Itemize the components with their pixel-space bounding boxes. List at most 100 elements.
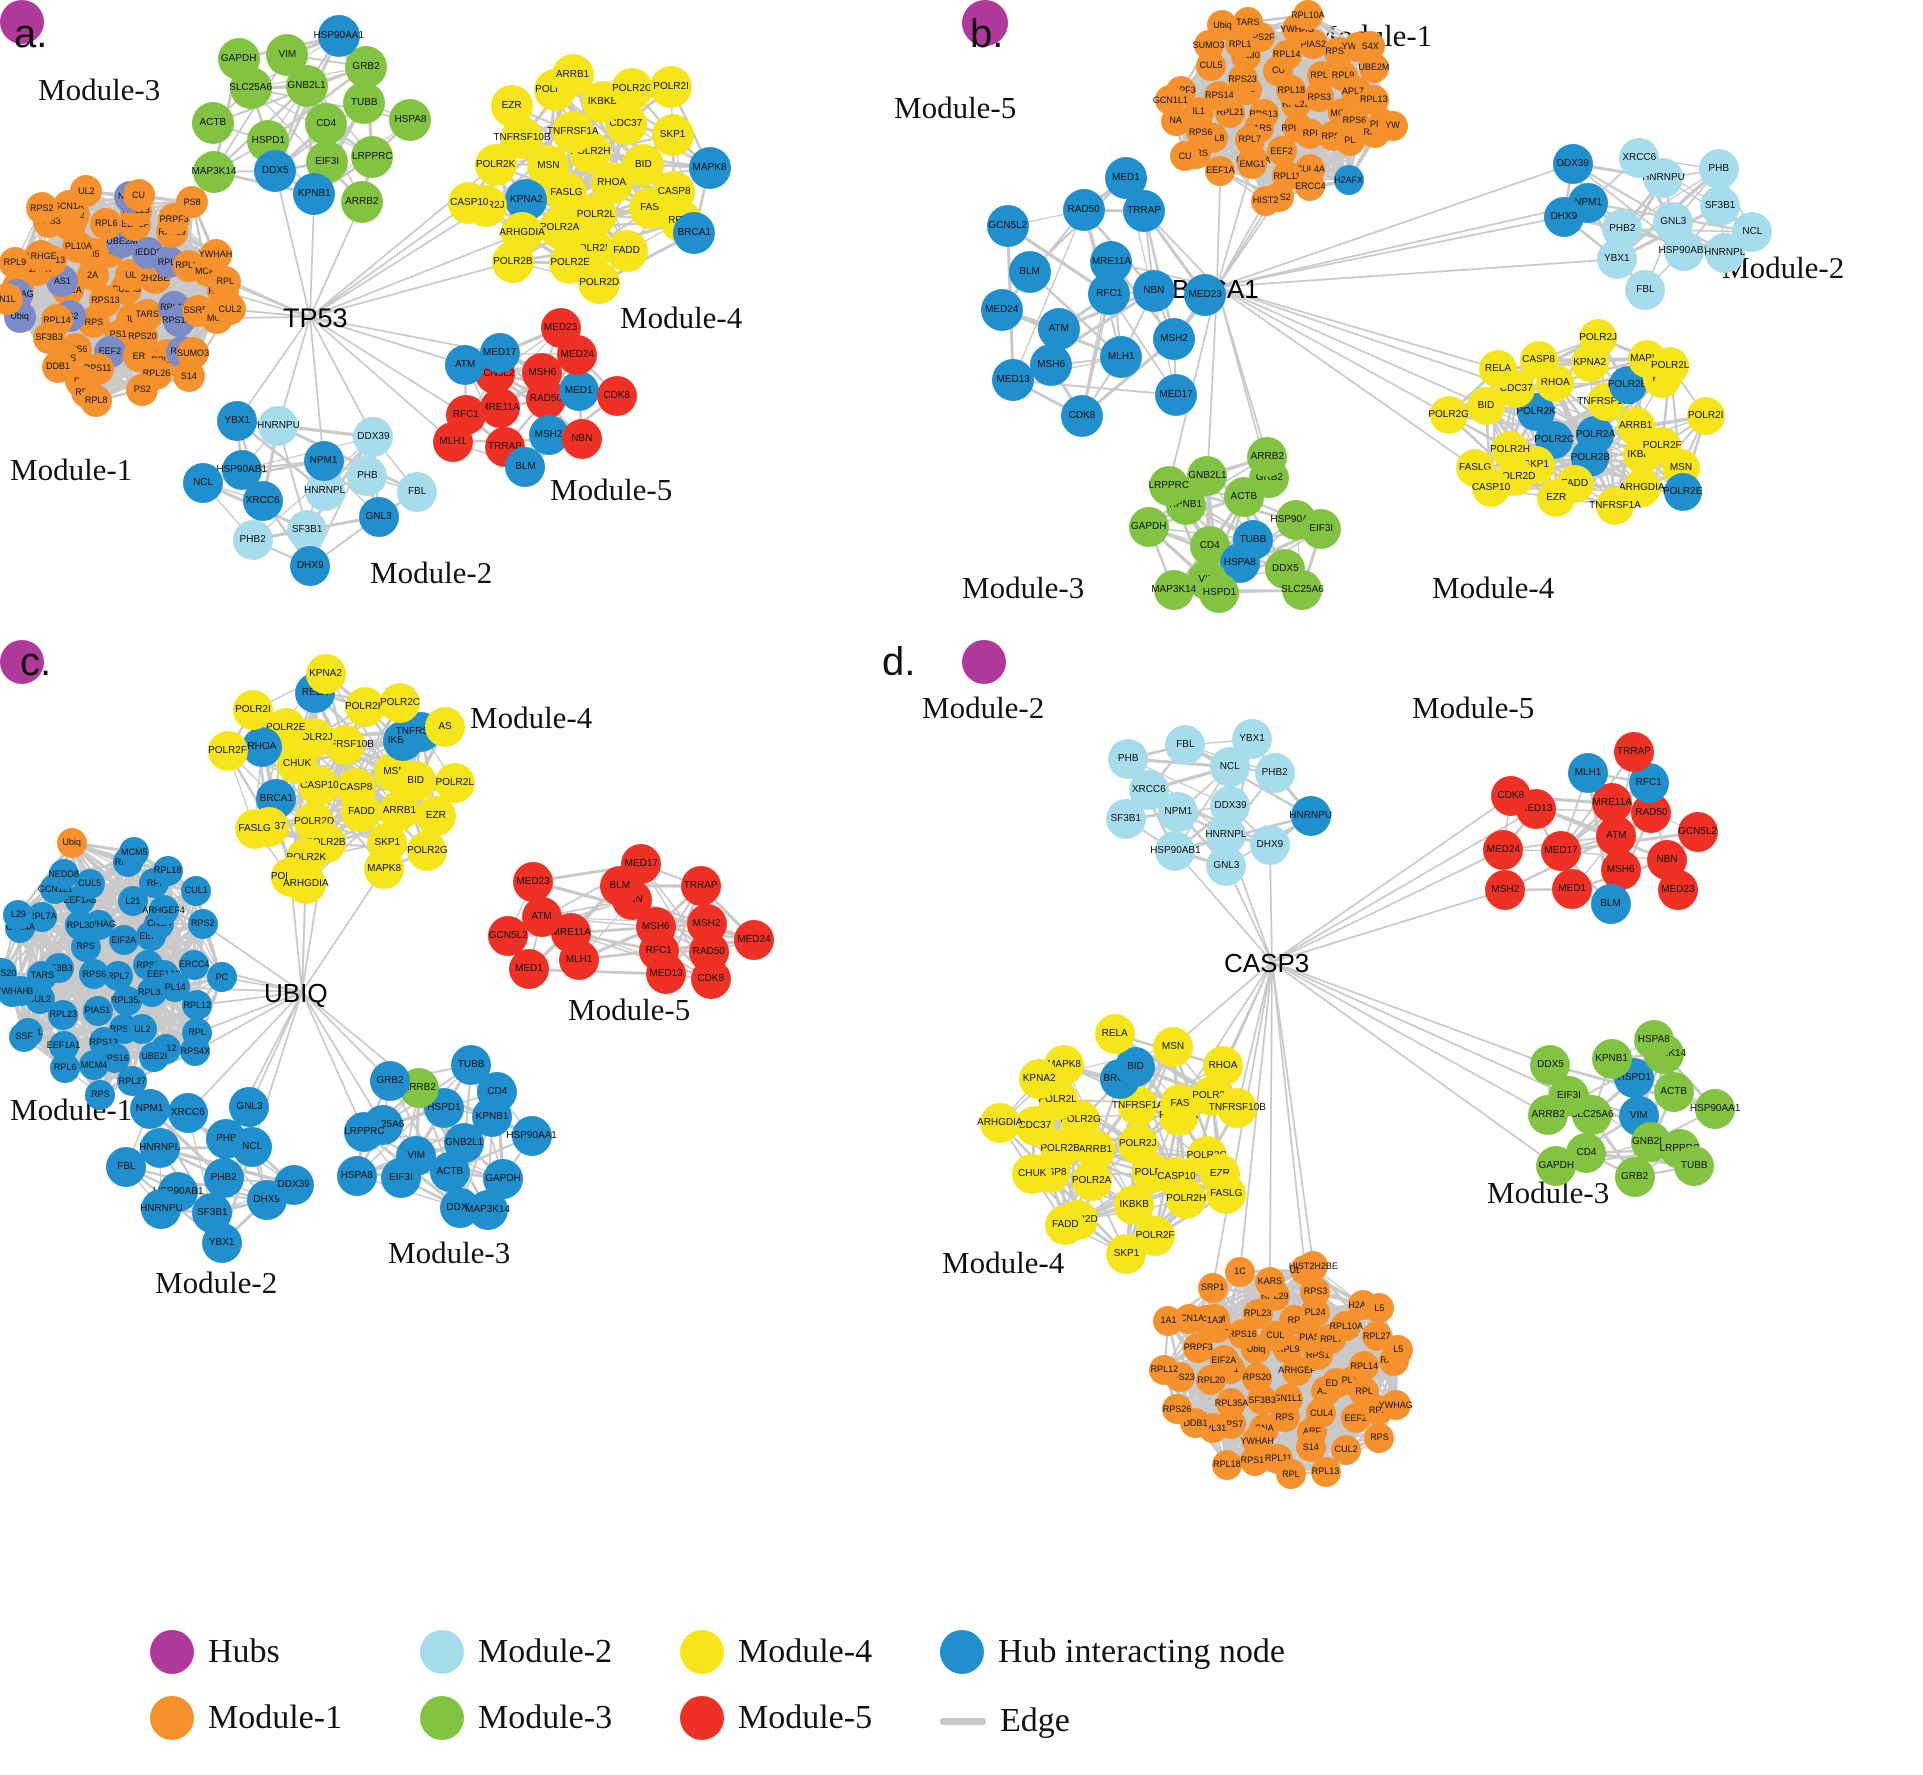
node-module1-rps2[interactable]: RPS2 [25,192,58,225]
node-module2-hnrnpu[interactable]: HNRNPU [1289,795,1332,836]
node-module4-bid[interactable]: BID [395,761,436,802]
node-module2-phb[interactable]: PHB [1698,149,1739,190]
node-module2-dhx9[interactable]: DHX9 [1249,825,1290,866]
node-module1-l5[interactable]: L5 [1383,1334,1414,1365]
node-module5-gcn5l2[interactable]: GCN5L2 [1677,812,1718,853]
node-module2-ncl[interactable]: NCL [1732,212,1773,253]
node-module3-grb2[interactable]: GRB2 [1614,1156,1655,1197]
node-module1-rpl9[interactable]: RPL9 [0,246,31,279]
node-module4-arhgdia[interactable]: ARHGDIA [977,1102,1023,1143]
node-module4-kpna2[interactable]: KPNA2 [305,654,346,695]
node-module5-med23[interactable]: MED23 [1184,274,1227,317]
node-module1-rps4x[interactable]: RPS4X [180,1036,211,1067]
node-module5-nbn[interactable]: NBN [1132,269,1175,312]
node-module3-map3k14[interactable]: MAP3K14 [465,1189,510,1230]
node-module1-rpl6[interactable]: RPL6 [50,1052,81,1083]
node-module5-med1[interactable]: MED1 [1552,869,1593,910]
node-module1-ssf[interactable]: SSF [9,1021,40,1052]
node-module2-npm1[interactable]: NPM1 [129,1088,170,1129]
node-module2-xrcc6[interactable]: XRCC6 [167,1092,208,1133]
node-module4-polr2l[interactable]: POLR2L [1651,347,1689,386]
node-module1-rps[interactable]: RPS [1364,1422,1395,1453]
node-module5-med23[interactable]: MED23 [1657,870,1698,911]
node-module2-fbl[interactable]: FBL [106,1146,147,1187]
node-module4-polr2f[interactable]: POLR2F [207,730,248,771]
node-module4-rhoa[interactable]: RHOA [1203,1046,1244,1087]
node-module3-kpnb1[interactable]: KPNB1 [1591,1038,1632,1079]
node-module3-map3k14[interactable]: MAP3K14 [1151,569,1196,610]
node-module3-cd4[interactable]: CD4 [305,102,348,145]
node-module1-srp1[interactable]: SRP1 [1197,1272,1228,1303]
node-module1-ercc4[interactable]: ERCC4 [1295,171,1326,202]
node-module2-hsp90ab1[interactable]: HSP90AB1 [216,449,267,490]
node-module5-mlh1[interactable]: MLH1 [1100,336,1143,379]
node-module1-rpl18[interactable]: RPL18 [152,855,183,886]
node-module5-msh6[interactable]: MSH6 [1030,344,1073,387]
node-module4-tnfrsf10b[interactable]: TNFRSF10B [1209,1087,1266,1128]
node-module4-polr2a[interactable]: POLR2A [1071,1161,1112,1202]
node-module3-hsp90aa1[interactable]: HSP90AA1 [1690,1089,1740,1130]
node-module4-polr2k[interactable]: POLR2K [474,143,517,186]
node-module1-rpl12[interactable]: RPL12 [182,990,213,1021]
node-module4-tnfrsf1a[interactable]: TNFRSF1A [1589,486,1641,525]
node-module5-msh2[interactable]: MSH2 [1152,318,1195,361]
node-module1-cu[interactable]: CU [122,179,155,212]
node-module4-as[interactable]: AS [425,707,465,748]
node-module1-yw[interactable]: YW [1377,110,1408,141]
node-module4-rela[interactable]: RELA [1478,349,1517,388]
node-module3-tubb[interactable]: TUBB [1674,1146,1715,1187]
node-module4-casp10[interactable]: CASP10 [1472,469,1510,508]
node-module1-mcm4[interactable]: MCM4 [79,1050,110,1081]
node-module5-atm[interactable]: ATM [445,344,486,385]
node-module5-cdk8[interactable]: CDK8 [1490,776,1531,817]
node-module5-nbn[interactable]: NBN [561,419,602,460]
node-module3-eif3i[interactable]: EIF3I [380,1158,421,1199]
node-module5-atm[interactable]: ATM [521,896,562,937]
node-module2-fbl[interactable]: FBL [1625,269,1666,310]
node-module4-cdc37[interactable]: CDC37 [1014,1106,1055,1147]
node-module5-med17[interactable]: MED17 [1541,831,1581,872]
node-module4-polr2g[interactable]: POLR2G [407,831,448,872]
node-module3-lrpprc[interactable]: LRPPRC [351,136,394,179]
node-module4-bid[interactable]: BID [1466,386,1505,425]
node-module5-cdk8[interactable]: CDK8 [596,375,637,416]
node-module5-gcn5l2[interactable]: GCN5L2 [986,205,1029,248]
node-module1-tars[interactable]: TARS [1232,7,1263,38]
node-module3-vim[interactable]: VIM [266,33,309,76]
node-module2-ncl[interactable]: NCL [232,1127,273,1168]
node-module5-blm[interactable]: BLM [1590,883,1631,924]
node-module1-hist2[interactable]: HIST2 [1250,185,1281,216]
node-module1-1a1[interactable]: 1A1 [1153,1305,1184,1336]
node-module2-ddx39[interactable]: DDX39 [273,1164,314,1205]
node-module5-med24[interactable]: MED24 [1483,829,1524,870]
node-module1-rpl8[interactable]: RPL8 [80,384,113,417]
node-module5-med1[interactable]: MED1 [558,371,599,412]
node-module3-kpnb1[interactable]: KPNB1 [293,173,336,216]
node-module2-fbl[interactable]: FBL [1165,725,1206,766]
node-module3-map3k14[interactable]: MAP3K14 [191,150,236,193]
node-module4-polr2l[interactable]: POLR2L [434,763,475,804]
node-module5-cdk8[interactable]: CDK8 [690,959,731,1000]
node-module4-arhgdia[interactable]: ARHGDIA [283,864,329,905]
node-module4-faslg[interactable]: FASLG [1206,1174,1247,1215]
node-module4-polr2b[interactable]: POLR2B [491,240,534,283]
node-module1-ercc4[interactable]: ERCC4 [179,949,209,980]
node-module3-arrb2[interactable]: ARRB2 [340,181,383,224]
node-module4-rela[interactable]: RELA [1094,1014,1135,1055]
node-module2-ddx39[interactable]: DDX39 [353,417,394,458]
node-module3-grb2[interactable]: GRB2 [369,1060,410,1101]
node-module1-cul5[interactable]: CUL5 [74,868,105,899]
node-module1-l5[interactable]: L5 [1364,1293,1395,1324]
node-module3-ddx5[interactable]: DDX5 [254,150,297,193]
node-module5-med24[interactable]: MED24 [980,289,1023,332]
node-module4-skp1[interactable]: SKP1 [651,113,694,156]
node-module1-arhgef4[interactable]: ARHGEF4 [142,895,185,926]
node-module2-hnrnpu[interactable]: HNRNPU [257,405,300,446]
node-module5-trrap[interactable]: TRRAP [680,866,721,907]
node-module2-fbl[interactable]: FBL [397,471,438,512]
node-module3-hspa8[interactable]: HSPA8 [336,1155,377,1196]
node-module1-rpl14[interactable]: RPL14 [1271,39,1302,70]
node-module1-cul2[interactable]: CUL2 [213,293,246,326]
node-module1-pc[interactable]: PC [206,962,237,993]
node-module5-med17[interactable]: MED17 [479,333,520,374]
